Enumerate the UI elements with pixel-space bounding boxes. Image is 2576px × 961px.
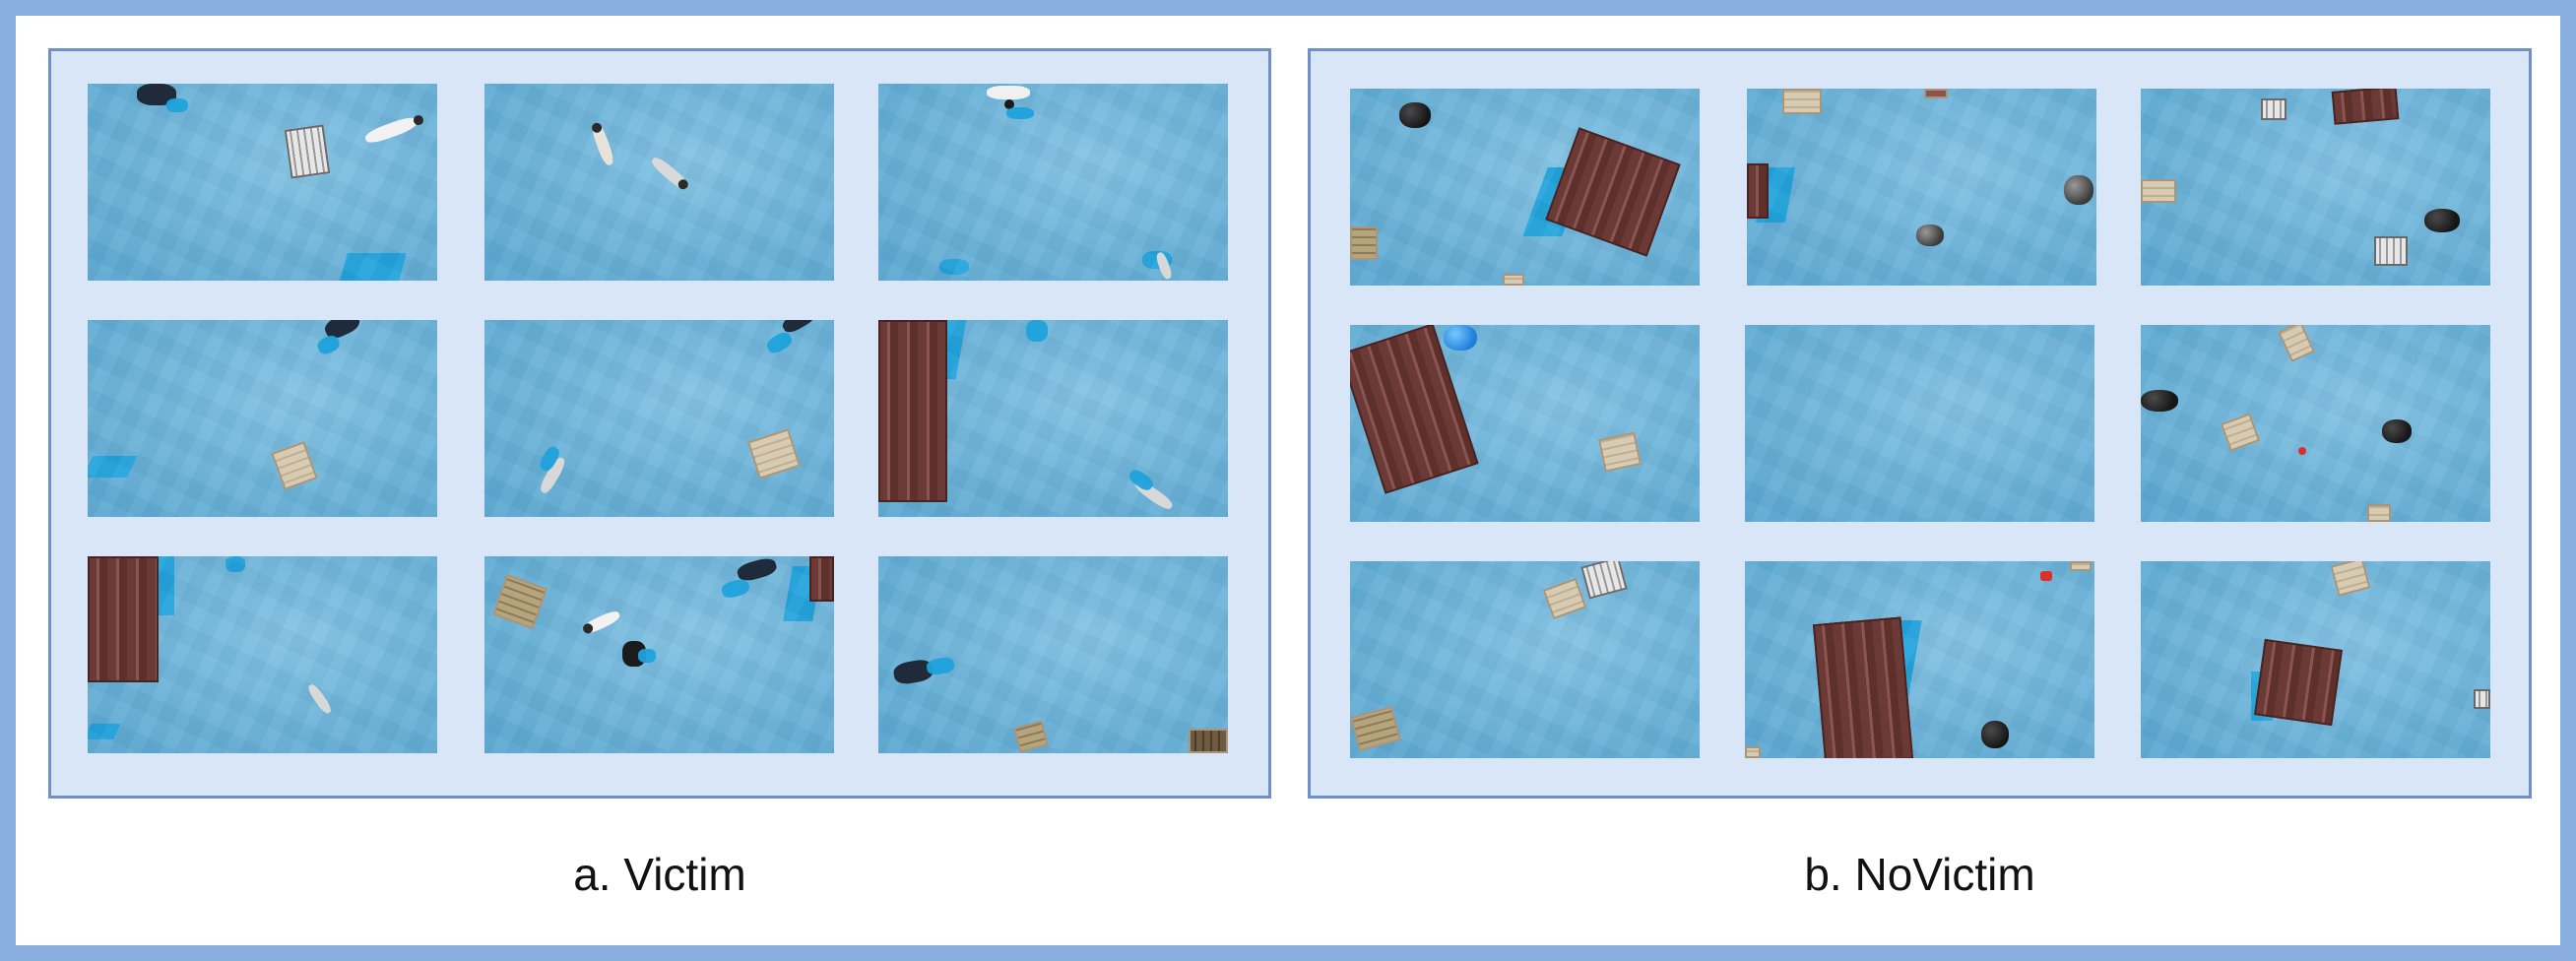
victim-shadow <box>939 259 969 275</box>
large-crate <box>1812 616 1914 758</box>
metal-crate <box>284 124 331 179</box>
novictim-image-6 <box>2141 325 2490 522</box>
large-crate <box>88 556 159 682</box>
victim-image-1 <box>88 84 437 281</box>
wooden-crate <box>746 428 802 480</box>
barrel <box>1399 102 1431 128</box>
large-crate <box>1747 163 1769 219</box>
victim-image-7 <box>88 556 437 753</box>
large-crate <box>2253 638 2344 727</box>
novictim-image-7 <box>1350 561 1700 758</box>
novictim-image-2 <box>1747 89 2096 286</box>
novictim-caption: b. NoVictim <box>1804 849 2035 900</box>
victim-image-3 <box>878 84 1228 281</box>
wooden-crate <box>1013 720 1049 753</box>
wooden-crate <box>2141 179 2176 203</box>
novictim-image-9 <box>2141 561 2490 758</box>
victim-panel <box>48 48 1271 799</box>
wooden-crate <box>1542 577 1587 620</box>
victim-image-9 <box>878 556 1228 753</box>
novictim-image-8 <box>1745 561 2094 758</box>
large-crate <box>809 556 834 602</box>
large-crate <box>2331 89 2400 125</box>
wooden-crate <box>271 441 318 490</box>
metal-crate <box>2374 236 2408 266</box>
barrel <box>1444 325 1477 351</box>
metal-crate <box>2261 98 2286 120</box>
red-marker <box>2298 447 2306 455</box>
barrel <box>2064 175 2093 205</box>
wooden-crate <box>491 573 548 630</box>
wooden-crate <box>2278 325 2315 362</box>
victim-image-4 <box>88 320 437 517</box>
metal-crate <box>1580 561 1628 600</box>
wooden-crate <box>2367 504 2391 522</box>
victim-image-2 <box>484 84 834 281</box>
barrel <box>1981 721 2009 748</box>
wooden-crate <box>2070 561 2092 571</box>
barrel <box>2424 209 2460 232</box>
barrel <box>2382 419 2412 443</box>
novictim-image-5 <box>1745 325 2094 522</box>
wooden-crate <box>2220 413 2261 452</box>
novictim-image-3 <box>2141 89 2490 286</box>
wooden-crate <box>1189 729 1228 753</box>
large-crate <box>878 320 947 502</box>
wooden-crate <box>1745 746 1761 758</box>
wooden-crate <box>1782 89 1822 114</box>
barrel <box>2141 390 2178 412</box>
wooden-crate <box>1924 89 1948 98</box>
wooden-crate <box>1350 705 1401 752</box>
novictim-image-4 <box>1350 325 1700 522</box>
wooden-crate <box>1597 431 1642 473</box>
wooden-crate <box>1503 274 1524 286</box>
wooden-crate <box>2330 561 2371 597</box>
victim-image-6 <box>878 320 1228 517</box>
victim-image-5 <box>484 320 834 517</box>
red-marker <box>2040 571 2052 581</box>
victim-image-8 <box>484 556 834 753</box>
large-crate <box>1545 127 1681 257</box>
metal-crate <box>2474 689 2490 709</box>
victim-caption: a. Victim <box>573 849 746 900</box>
barrel <box>1916 224 1944 246</box>
novictim-image-1 <box>1350 89 1700 286</box>
novictim-panel <box>1308 48 2532 799</box>
wooden-crate <box>1350 226 1378 260</box>
